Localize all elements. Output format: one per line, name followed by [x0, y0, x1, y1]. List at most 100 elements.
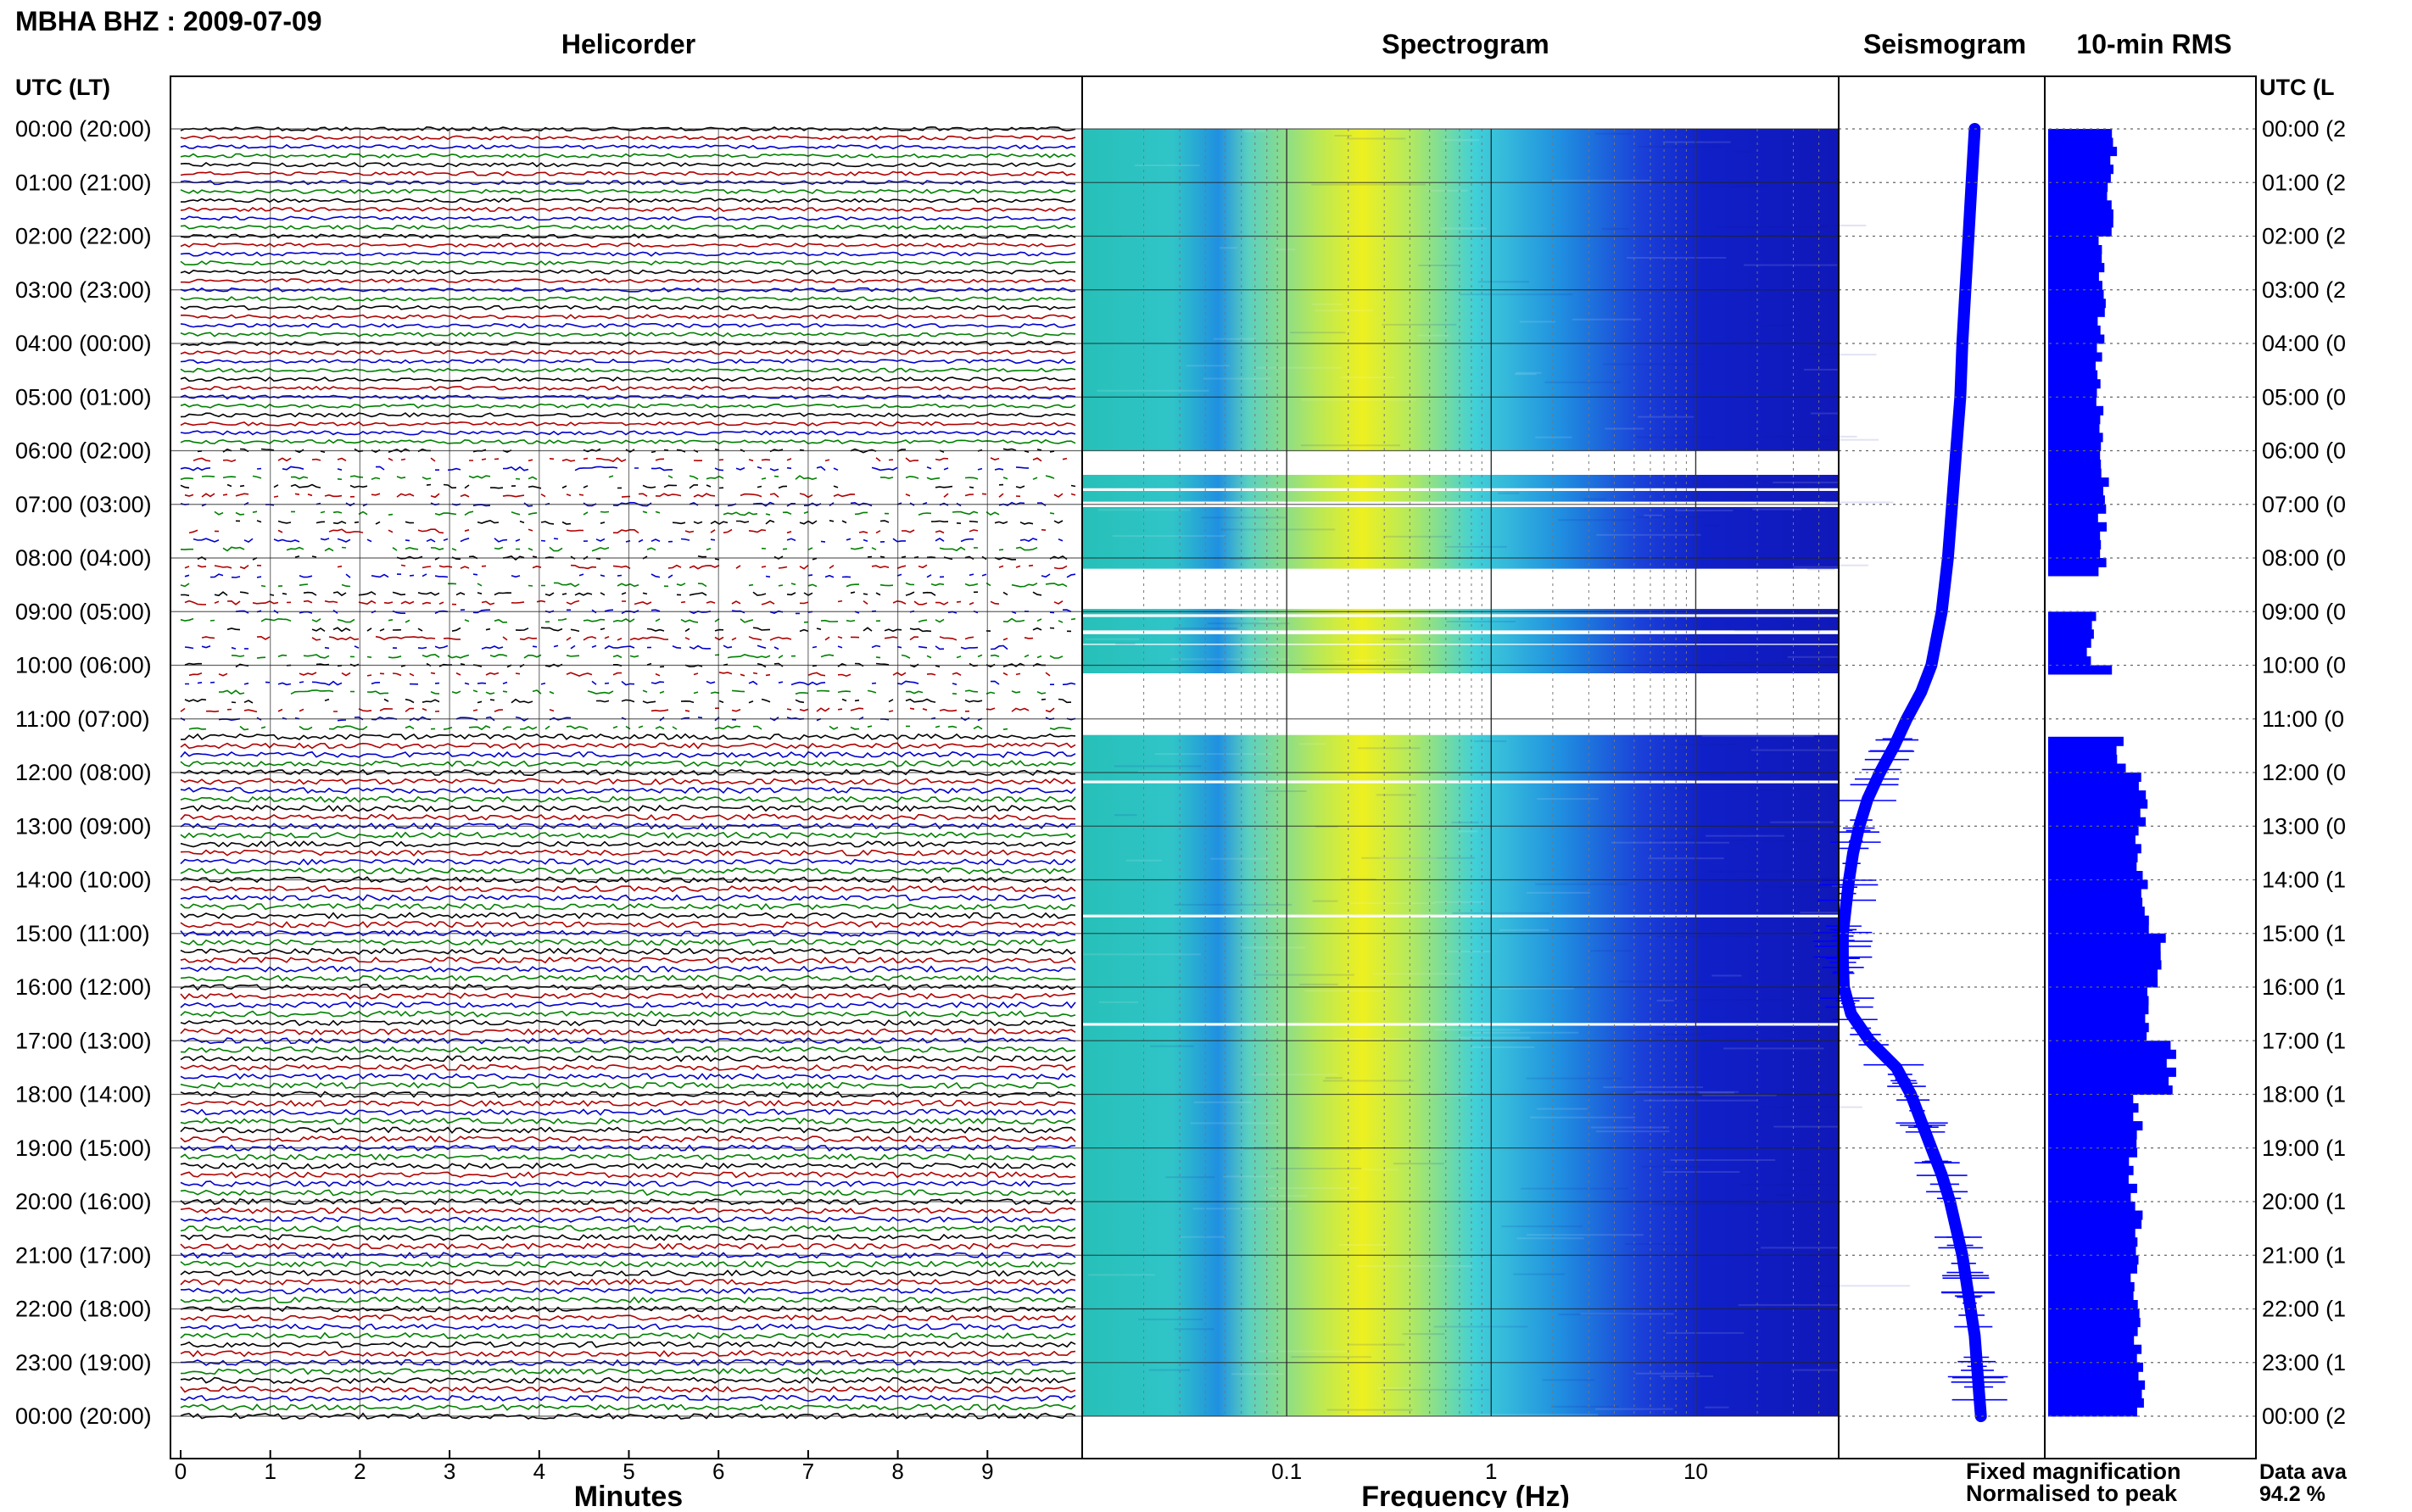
- minutes-tick-label: 7: [802, 1459, 814, 1484]
- legend-fixed-magnification: Fixed magnification: [1966, 1459, 2181, 1484]
- helicorder-trace: [180, 1260, 1076, 1269]
- spectrogram-block: [1082, 633, 1839, 644]
- spectrogram-speckle: [1542, 1379, 1595, 1381]
- spectrogram-speckle: [1666, 1331, 1745, 1334]
- spectrogram-speckle: [1551, 179, 1652, 181]
- spectrogram-speckle: [1341, 878, 1376, 880]
- rms-bar: [2048, 531, 2101, 541]
- helicorder-trace: [180, 921, 1076, 929]
- spectrogram-speckle: [1299, 743, 1326, 745]
- spectrogram-speckle: [1605, 427, 1644, 430]
- rms-bar: [2048, 1031, 2147, 1041]
- rms-bar: [2048, 281, 2102, 291]
- spectrogram-speckle: [1242, 946, 1306, 949]
- spectrogram-speckle: [1380, 856, 1438, 859]
- spectrogram-speckle: [1535, 883, 1628, 885]
- spectrogram-speckle: [1627, 257, 1727, 259]
- spectrogram-speckle: [1759, 324, 1803, 326]
- spectrogram-speckle: [1154, 753, 1272, 756]
- rms-bar: [2048, 191, 2108, 201]
- spectrogram-speckle: [1356, 1265, 1472, 1268]
- right-time-label: 23:00 (1: [2262, 1350, 2346, 1375]
- helicorder-trace: [202, 637, 1067, 640]
- rms-bar: [2048, 942, 2161, 952]
- spectrogram-speckle: [1558, 519, 1633, 522]
- helicorder-trace: [180, 929, 1076, 937]
- spectrogram-speckle: [1377, 1387, 1412, 1389]
- spectrogram-speckle: [1804, 354, 1877, 356]
- rms-bar: [2048, 423, 2100, 433]
- helicorder-trace: [180, 778, 1076, 785]
- rms-bar: [2048, 1219, 2142, 1230]
- helicorder-trace: [180, 849, 1076, 857]
- rms-bar: [2048, 147, 2118, 157]
- spectrogram-speckle: [1711, 185, 1771, 187]
- helicorder-trace: [180, 804, 1076, 812]
- spectrogram-speckle: [1088, 1274, 1155, 1276]
- spectrogram-speckle: [1535, 436, 1572, 438]
- helicorder-trace: [184, 564, 1068, 570]
- spectrogram-speckle: [1638, 146, 1723, 148]
- helicorder-trace: [180, 1331, 1076, 1340]
- spectrogram-speckle: [1231, 1373, 1284, 1375]
- rms-bar: [2048, 1398, 2144, 1408]
- helicorder-trace: [180, 1081, 1076, 1090]
- spectrogram-speckle: [1832, 884, 1879, 887]
- helicorder-trace: [181, 733, 1076, 740]
- left-axis-header: UTC (LT): [15, 75, 110, 100]
- helicorder-trace: [180, 965, 1076, 973]
- spectrogram-block: [1082, 644, 1839, 673]
- spectrogram-block: [1082, 506, 1839, 569]
- rms-bar: [2048, 405, 2104, 416]
- helicorder-trace: [180, 957, 1076, 964]
- rms-bar: [2048, 915, 2149, 925]
- rms-bar: [2048, 450, 2101, 460]
- helicorder-trace: [180, 1055, 1076, 1063]
- spectrogram-speckle: [1519, 321, 1556, 323]
- rms-bar: [2048, 129, 2113, 138]
- spectrogram-speckle: [1583, 498, 1606, 500]
- left-time-label: 07:00 (03:00): [15, 492, 152, 517]
- right-time-label: 17:00 (1: [2262, 1028, 2346, 1053]
- frequency-tick-label: 1: [1485, 1459, 1497, 1484]
- rms-bar: [2048, 933, 2166, 943]
- spectrogram-speckle: [1382, 638, 1405, 640]
- spectrogram-speckle: [1810, 412, 1845, 415]
- helicorder-trace: [180, 188, 1076, 194]
- left-time-label: 00:00 (20:00): [15, 116, 152, 142]
- rms-bar: [2048, 907, 2145, 917]
- spectrogram-speckle: [1440, 227, 1487, 230]
- helicorder-trace: [180, 135, 1076, 141]
- spectrogram-speckle: [1347, 1343, 1405, 1346]
- spectrogram-speckle: [1708, 1096, 1763, 1099]
- spectrogram-speckle: [1670, 1159, 1776, 1161]
- spectrogram-speckle: [1150, 1045, 1194, 1047]
- rms-bar: [2048, 1094, 2134, 1104]
- data-availability-label: Data ava: [2259, 1460, 2348, 1484]
- helicorder-trace: [180, 823, 1076, 830]
- spectrogram-speckle: [1601, 227, 1629, 230]
- spectrogram-speckle: [1820, 564, 1868, 566]
- rms-bar: [2048, 1121, 2143, 1131]
- helicorder-trace: [180, 1367, 1076, 1375]
- spectrogram-speckle: [1451, 821, 1479, 823]
- rms-bar: [2048, 539, 2102, 550]
- seismogram-panel: [1812, 123, 2008, 1422]
- helicorder-trace: [180, 153, 1076, 159]
- spectrogram-speckle: [1803, 368, 1862, 371]
- rms-bar: [2048, 773, 2141, 782]
- spectrogram-speckle: [1678, 744, 1736, 745]
- spectrogram-speckle: [1655, 839, 1747, 841]
- rms-bar: [2048, 1371, 2139, 1381]
- frequency-tick-label: 10: [1683, 1459, 1708, 1484]
- rms-bar: [2048, 611, 2097, 622]
- spectrogram-speckle: [1775, 1194, 1806, 1197]
- spectrogram-speckle: [1097, 509, 1191, 511]
- minutes-tick-label: 9: [981, 1459, 993, 1484]
- spectrogram-speckle: [1537, 798, 1599, 801]
- spectrogram-speckle: [1434, 1029, 1521, 1031]
- spectrogram-speckle: [1744, 264, 1838, 266]
- left-time-label: 02:00 (22:00): [15, 224, 152, 249]
- minutes-axis-label: Minutes: [574, 1481, 683, 1508]
